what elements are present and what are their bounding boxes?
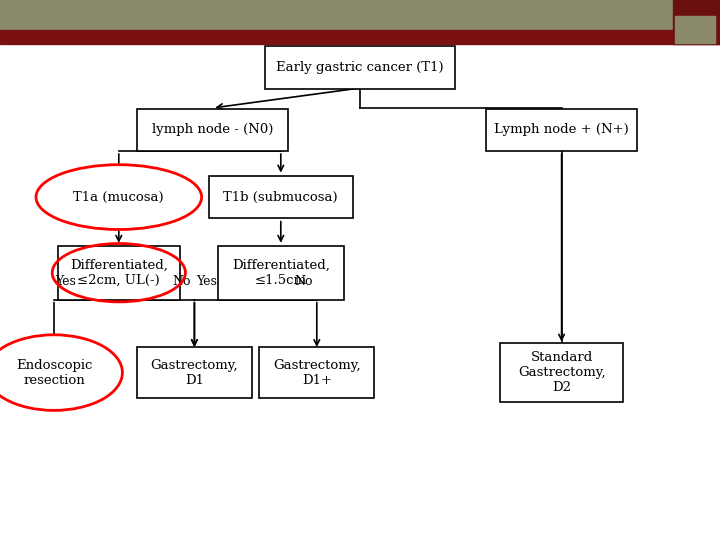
Text: Endoscopic
resection: Endoscopic resection [16, 359, 92, 387]
Text: lymph node - (N0): lymph node - (N0) [152, 123, 273, 136]
Text: Standard
Gastrectomy,
D2: Standard Gastrectomy, D2 [518, 351, 606, 394]
Bar [0, 30, 720, 44]
Bar [675, 16, 715, 43]
Text: Differentiated,
≤1.5cm: Differentiated, ≤1.5cm [232, 259, 330, 287]
Text: Lymph node + (N+): Lymph node + (N+) [494, 123, 629, 136]
FancyBboxPatch shape [58, 246, 180, 300]
Ellipse shape [36, 165, 202, 230]
FancyBboxPatch shape [209, 176, 353, 218]
Text: Gastrectomy,
D1+: Gastrectomy, D1+ [273, 359, 361, 387]
Text: T1b (submucosa): T1b (submucosa) [223, 191, 338, 204]
Text: T1a (mucosa): T1a (mucosa) [73, 191, 164, 204]
Text: No: No [172, 275, 191, 288]
FancyBboxPatch shape [265, 46, 456, 89]
Text: Early gastric cancer (T1): Early gastric cancer (T1) [276, 61, 444, 74]
FancyBboxPatch shape [500, 343, 623, 402]
FancyBboxPatch shape [137, 109, 288, 151]
Text: Yes: Yes [196, 275, 217, 288]
Ellipse shape [0, 335, 122, 410]
Bar [673, 0, 720, 44]
Bar [0, 0, 720, 30]
Text: Differentiated,
≤2cm, UL(-): Differentiated, ≤2cm, UL(-) [70, 259, 168, 287]
Text: No: No [294, 275, 313, 288]
FancyBboxPatch shape [137, 347, 252, 399]
Text: Gastrectomy,
D1: Gastrectomy, D1 [150, 359, 238, 387]
Text: Yes: Yes [55, 275, 76, 288]
FancyBboxPatch shape [217, 246, 344, 300]
FancyBboxPatch shape [259, 347, 374, 399]
FancyBboxPatch shape [486, 109, 637, 151]
